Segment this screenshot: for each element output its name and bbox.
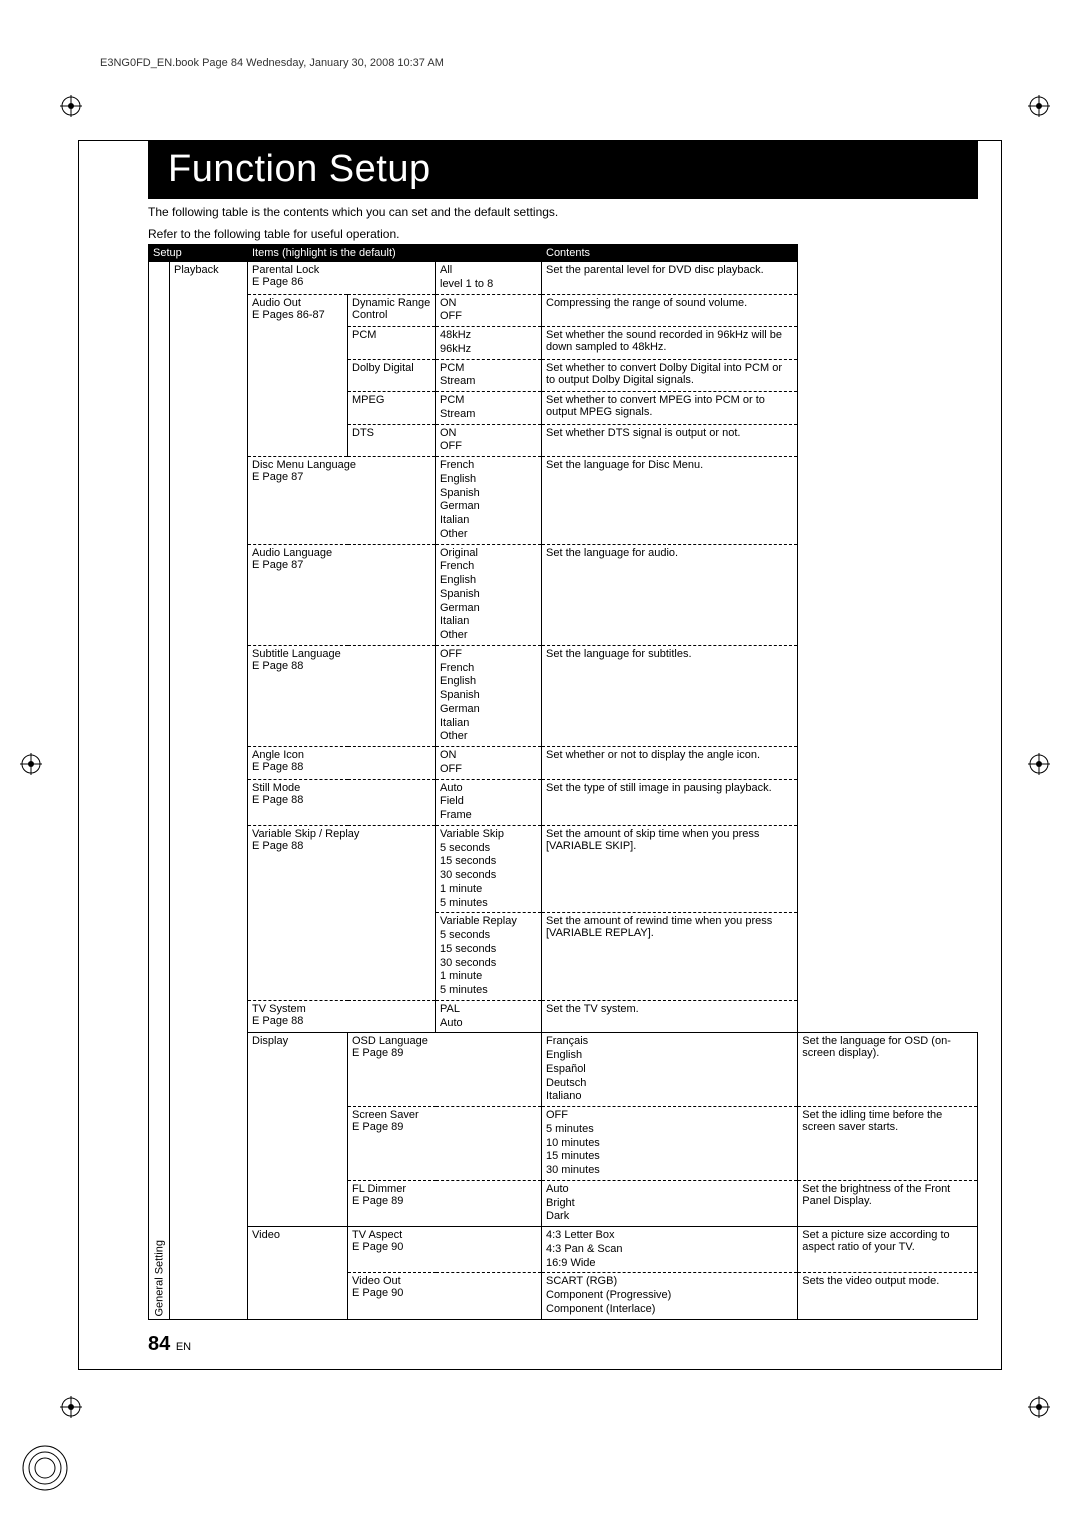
item-contents: Set the amount of skip time when you pre…: [542, 825, 798, 913]
item-label: Still ModeE Page 88: [248, 779, 436, 825]
item-contents: Set the parental level for DVD disc play…: [542, 262, 798, 295]
category-video: Video: [248, 1227, 348, 1320]
item-label: FL DimmerE Page 89: [348, 1180, 542, 1226]
item-options: Variable Skip5 seconds15 seconds30 secon…: [436, 825, 542, 913]
subitem-label: MPEG: [348, 392, 436, 425]
th-setup: Setup: [149, 245, 248, 262]
item-contents: Set a picture size according to aspect r…: [798, 1227, 978, 1273]
item-label: Subtitle LanguageE Page 88: [248, 645, 436, 746]
item-contents: Set whether DTS signal is output or not.: [542, 424, 798, 457]
item-contents: Set the type of still image in pausing p…: [542, 779, 798, 825]
item-label: Video OutE Page 90: [348, 1273, 542, 1319]
page-title: Function Setup: [148, 140, 978, 199]
th-contents: Contents: [542, 245, 798, 262]
item-contents: Set the brightness of the Front Panel Di…: [798, 1180, 978, 1226]
item-options: SCART (RGB)Component (Progressive)Compon…: [542, 1273, 798, 1319]
item-label: TV AspectE Page 90: [348, 1227, 542, 1273]
item-options: Variable Replay5 seconds15 seconds30 sec…: [436, 913, 542, 1001]
registration-mark-icon: [20, 753, 42, 775]
table-row: TV SystemE Page 88 PALAuto Set the TV sy…: [149, 1000, 978, 1033]
item-label: Audio OutE Pages 86-87: [248, 294, 348, 457]
table-row: Subtitle LanguageE Page 88 OFFFrenchEngl…: [149, 645, 978, 746]
th-items: Items (highlight is the default): [248, 245, 542, 262]
item-contents: Set whether the sound recorded in 96kHz …: [542, 327, 798, 360]
item-contents: Set whether to convert MPEG into PCM or …: [542, 392, 798, 425]
item-label: Parental LockE Page 86: [248, 262, 436, 295]
item-options: OriginalFrenchEnglishSpanishGermanItalia…: [436, 544, 542, 645]
registration-mark-icon: [60, 95, 82, 117]
table-row: General Setting Playback Parental LockE …: [149, 262, 978, 295]
subitem-label: Dolby Digital: [348, 359, 436, 392]
item-contents: Set the amount of rewind time when you p…: [542, 913, 798, 1001]
item-contents: Set the language for Disc Menu.: [542, 457, 798, 545]
page-content: Function Setup The following table is th…: [148, 140, 978, 1320]
item-label: Disc Menu LanguageE Page 87: [248, 457, 436, 545]
category-display: Display: [248, 1033, 348, 1227]
table-row: Audio LanguageE Page 87 OriginalFrenchEn…: [149, 544, 978, 645]
item-label: Audio LanguageE Page 87: [248, 544, 436, 645]
item-contents: Set the language for OSD (on-screen disp…: [798, 1033, 978, 1107]
registration-mark-icon: [1028, 1396, 1050, 1418]
subitem-label: PCM: [348, 327, 436, 360]
item-options: FrenchEnglishSpanishGermanItalianOther: [436, 457, 542, 545]
registration-mark-icon: [1028, 753, 1050, 775]
file-header: E3NG0FD_EN.book Page 84 Wednesday, Janua…: [100, 57, 444, 69]
item-label: Screen SaverE Page 89: [348, 1107, 542, 1181]
item-label: Variable Skip / ReplayE Page 88: [248, 825, 436, 1000]
item-options: ONOFF: [436, 747, 542, 780]
table-row: Still ModeE Page 88 AutoFieldFrame Set t…: [149, 779, 978, 825]
item-options: AutoBrightDark: [542, 1180, 798, 1226]
table-row: Variable Skip / ReplayE Page 88 Variable…: [149, 825, 978, 913]
item-options: ONOFF: [436, 294, 542, 327]
item-options: 4:3 Letter Box4:3 Pan & Scan16:9 Wide: [542, 1227, 798, 1273]
registration-mark-icon: [1028, 95, 1050, 117]
table-row: Video TV AspectE Page 90 4:3 Letter Box4…: [149, 1227, 978, 1273]
table-row: Display OSD LanguageE Page 89 FrançaisEn…: [149, 1033, 978, 1107]
item-options: OFF5 minutes10 minutes15 minutes30 minut…: [542, 1107, 798, 1181]
registration-mark-icon: [60, 1396, 82, 1418]
table-row: Angle IconE Page 88 ONOFF Set whether or…: [149, 747, 978, 780]
item-options: Alllevel 1 to 8: [436, 262, 542, 295]
page-number: 84 EN: [148, 1333, 191, 1356]
item-contents: Set the TV system.: [542, 1000, 798, 1033]
corner-mark-icon: [20, 1443, 70, 1493]
table-row: Disc Menu LanguageE Page 87 FrenchEnglis…: [149, 457, 978, 545]
item-contents: Set the language for audio.: [542, 544, 798, 645]
item-contents: Sets the video output mode.: [798, 1273, 978, 1319]
item-label: Angle IconE Page 88: [248, 747, 436, 780]
table-row: Audio OutE Pages 86-87 Dynamic Range Con…: [149, 294, 978, 327]
subitem-label: DTS: [348, 424, 436, 457]
side-label: General Setting: [149, 262, 170, 1320]
item-contents: Compressing the range of sound volume.: [542, 294, 798, 327]
item-options: PALAuto: [436, 1000, 542, 1033]
item-options: FrançaisEnglishEspañolDeutschItaliano: [542, 1033, 798, 1107]
setup-table: Setup Items (highlight is the default) C…: [148, 244, 978, 1320]
item-label: TV SystemE Page 88: [248, 1000, 436, 1033]
item-label: OSD LanguageE Page 89: [348, 1033, 542, 1107]
subitem-label: Dynamic Range Control: [348, 294, 436, 327]
table-header-row: Setup Items (highlight is the default) C…: [149, 245, 978, 262]
item-options: ONOFF: [436, 424, 542, 457]
item-options: 48kHz96kHz: [436, 327, 542, 360]
item-contents: Set whether or not to display the angle …: [542, 747, 798, 780]
item-options: AutoFieldFrame: [436, 779, 542, 825]
item-options: PCMStream: [436, 392, 542, 425]
intro-line-1: The following table is the contents whic…: [148, 205, 978, 221]
item-options: OFFFrenchEnglishSpanishGermanItalianOthe…: [436, 645, 542, 746]
item-contents: Set whether to convert Dolby Digital int…: [542, 359, 798, 392]
item-contents: Set the idling time before the screen sa…: [798, 1107, 978, 1181]
item-contents: Set the language for subtitles.: [542, 645, 798, 746]
intro-line-2: Refer to the following table for useful …: [148, 227, 978, 243]
category-playback: Playback: [170, 262, 248, 1320]
item-options: PCMStream: [436, 359, 542, 392]
